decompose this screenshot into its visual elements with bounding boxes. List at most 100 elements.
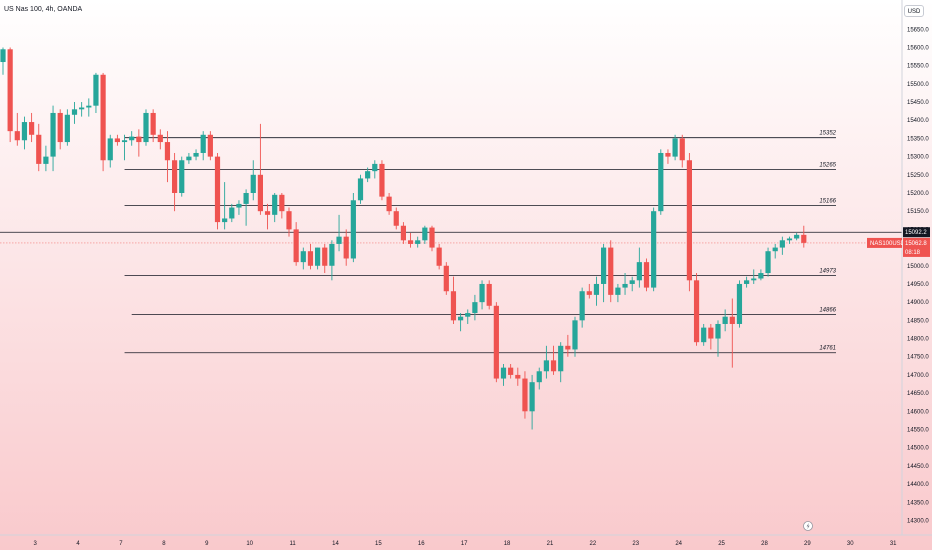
candle-body [272, 195, 277, 215]
level-label: 15265 [819, 162, 836, 168]
candle-body [522, 379, 527, 412]
candle-body [0, 49, 5, 62]
time-tick-label: 21 [547, 541, 554, 547]
price-tick-label: 15200.0 [907, 191, 929, 197]
time-zone-button[interactable] [804, 522, 813, 531]
candle-body [558, 346, 563, 371]
candle-body [530, 382, 535, 411]
time-tick-label: 23 [632, 541, 639, 547]
candle-body [294, 229, 299, 262]
time-tick-label: 16 [418, 541, 425, 547]
candle-body [8, 49, 13, 131]
candle-body [79, 108, 84, 110]
candle-body [415, 240, 420, 244]
price-tick-label: 14750.0 [907, 355, 929, 361]
time-tick-label: 25 [718, 541, 725, 547]
candle-body [336, 237, 341, 244]
price-tick-label: 15250.0 [907, 173, 929, 179]
price-tick-label: 15650.0 [907, 27, 929, 33]
symbol-tag-label: NAS100USD [870, 241, 906, 247]
candle-body [730, 317, 735, 324]
candle-body [673, 138, 678, 156]
candle-body [129, 137, 134, 141]
candle-body [43, 157, 48, 164]
candle-body [465, 313, 470, 317]
candle-body [143, 113, 148, 142]
candle-body [694, 280, 699, 342]
time-tick-label: 30 [847, 541, 854, 547]
candle-body [322, 248, 327, 266]
candle-body [15, 131, 20, 140]
price-tick-label: 14850.0 [907, 318, 929, 324]
candle-body [179, 160, 184, 193]
candle-body [329, 244, 334, 266]
candle-body [58, 113, 63, 142]
time-tick-label: 17 [461, 541, 468, 547]
candle-body [537, 371, 542, 382]
level-label: 14761 [819, 346, 836, 352]
price-tick-label: 14950.0 [907, 282, 929, 288]
candle-body [615, 288, 620, 295]
level-label: 14973 [819, 269, 836, 275]
candle-body [401, 226, 406, 241]
candle-body [158, 135, 163, 142]
candle-body [765, 251, 770, 273]
time-tick-label: 29 [804, 541, 811, 547]
price-tick-label: 14400.0 [907, 482, 929, 488]
candle-body [565, 346, 570, 350]
candle-body [429, 228, 434, 248]
time-tick-label: 14 [332, 541, 339, 547]
candle-body [708, 328, 713, 339]
candle-body [572, 320, 577, 349]
candle-body [358, 178, 363, 200]
candle-body [630, 280, 635, 284]
candle-body [29, 122, 34, 135]
candle-body [186, 157, 191, 161]
candle-body [93, 75, 98, 106]
candle-body [379, 164, 384, 197]
price-tick-label: 14650.0 [907, 391, 929, 397]
price-tick-label: 15500.0 [907, 82, 929, 88]
candle-body [408, 240, 413, 244]
candle-body [551, 360, 556, 371]
level-label: 15166 [819, 198, 836, 204]
candle-body [479, 284, 484, 302]
candle-body [172, 160, 177, 193]
candle-body [101, 75, 106, 160]
candle-body [794, 235, 799, 239]
candle-body [387, 197, 392, 212]
time-axis[interactable]: 3 4 7 8 9 10 11 14 15 16 17 18 21 22 23 24 25 28 29 30 31 [34, 541, 898, 547]
candle-body [372, 164, 377, 171]
level-label: 15352 [819, 131, 836, 137]
candle-body [723, 317, 728, 324]
price-tick-label: 15600.0 [907, 45, 929, 51]
price-tick-label: 15400.0 [907, 118, 929, 124]
candle-body [544, 360, 549, 371]
price-tick-label: 14450.0 [907, 464, 929, 470]
candle-body [365, 171, 370, 178]
price-tick-label: 14300.0 [907, 518, 929, 524]
price-tick-label: 15150.0 [907, 209, 929, 215]
time-tick-label: 22 [590, 541, 597, 547]
price-tick-label: 14550.0 [907, 427, 929, 433]
candle-body [665, 153, 670, 157]
candle-body [487, 284, 492, 306]
candle-body [193, 153, 198, 157]
candle-body [115, 138, 120, 142]
candle-body [622, 284, 627, 288]
candle-body [508, 368, 513, 375]
currency-button[interactable]: USD [904, 5, 924, 17]
time-tick-label: 11 [289, 541, 296, 547]
symbol-title[interactable]: US Nas 100, 4h, OANDA [4, 6, 82, 13]
candle-body [451, 291, 456, 320]
candle-body [222, 218, 227, 222]
candle-body [258, 175, 263, 211]
candle-body [394, 211, 399, 226]
candle-body [108, 138, 113, 160]
candle-body [780, 240, 785, 247]
candle-body [65, 115, 70, 142]
price-tick-label: 15550.0 [907, 64, 929, 70]
